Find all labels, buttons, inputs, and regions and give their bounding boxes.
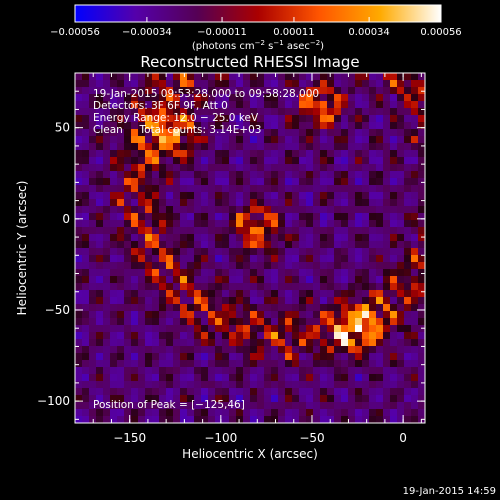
x-tick-label: −100 [204, 431, 237, 445]
chart-title: Reconstructed RHESSI Image [140, 53, 359, 71]
info-line-detectors: Detectors: 3F 6F 9F, Att 0 [93, 100, 228, 112]
x-axis-ticks: −150 −100 −50 0 [92, 73, 422, 445]
info-line-clean: Clean Total counts: 3.14E+03 [93, 124, 262, 136]
colorbar-tick-label: 0.00034 [348, 27, 389, 38]
observation-info: 19-Jan-2015 09:53:28.000 to 09:58:28.000… [93, 88, 319, 411]
y-tick-label: −100 [37, 394, 70, 408]
footer-timestamp: 19-Jan-2015 14:59 [403, 486, 496, 497]
x-axis-label: Heliocentric X (arcsec) [182, 447, 318, 461]
colorbar: −0.00056 −0.00034 −0.00011 0.00011 0.00034 0.… [50, 4, 462, 52]
plot-frame [74, 72, 426, 424]
x-tick-label: 0 [399, 431, 407, 445]
y-axis-label: Heliocentric Y (arcsec) [15, 181, 29, 316]
colorbar-frame [74, 4, 442, 23]
colorbar-ticks: −0.00056 −0.00034 −0.00011 0.00011 0.00034 0.… [50, 17, 462, 38]
colorbar-unit-label: (photons cm−2 s−1 asec−2) [192, 39, 324, 52]
colorbar-gradient [75, 5, 441, 22]
x-tick-label: −50 [299, 431, 324, 445]
colorbar-tick-label: −0.00034 [122, 27, 172, 38]
y-axis-ticks: −100 −50 0 50 [37, 72, 425, 420]
colorbar-tick-label: −0.00011 [197, 27, 247, 38]
colorbar-tick-label: 0.00011 [273, 27, 314, 38]
colorbar-tick-label: 0.00056 [420, 27, 461, 38]
info-line-time: 19-Jan-2015 09:53:28.000 to 09:58:28.000 [93, 88, 319, 100]
info-line-energy: Energy Range: 12.0 − 25.0 keV [93, 112, 259, 124]
peak-position-label: Position of Peak = [−125,46] [93, 399, 245, 411]
heatmap-image [75, 73, 425, 423]
colorbar-tick-label: −0.00056 [50, 27, 100, 38]
x-tick-label: −150 [113, 431, 146, 445]
y-tick-label: 50 [55, 121, 70, 135]
y-tick-label: −50 [45, 303, 70, 317]
y-tick-label: 0 [62, 212, 70, 226]
